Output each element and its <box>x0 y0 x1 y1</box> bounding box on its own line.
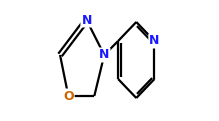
Text: N: N <box>149 34 160 48</box>
Text: N: N <box>81 14 92 26</box>
Text: O: O <box>63 90 74 102</box>
Text: N: N <box>99 49 110 61</box>
